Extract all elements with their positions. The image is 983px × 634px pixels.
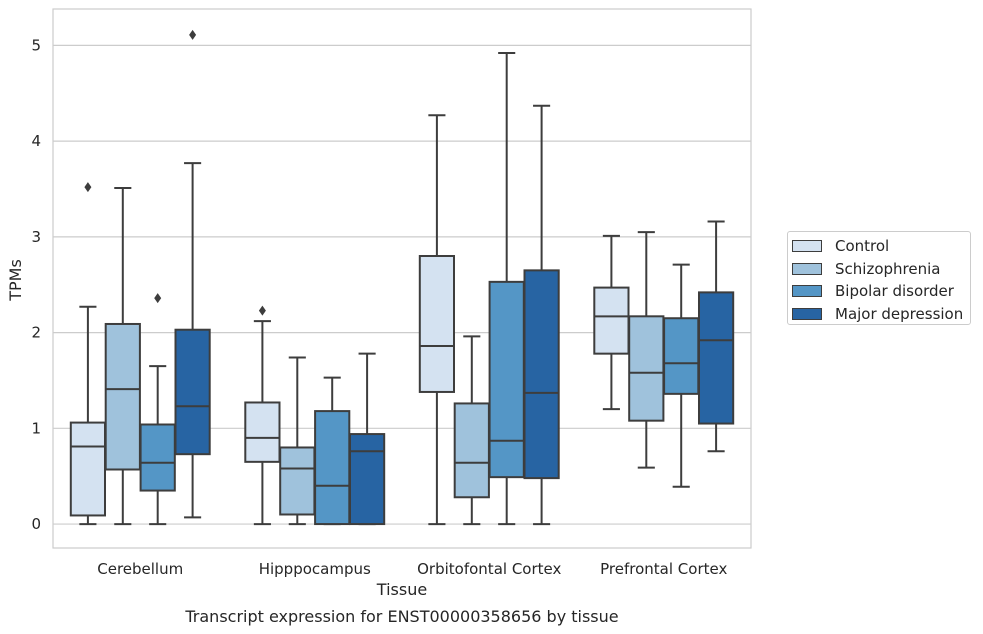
- outlier-marker: [154, 293, 162, 304]
- box-iqr: [453, 402, 490, 499]
- box-schizophrenia-3: [628, 231, 665, 469]
- outlier-marker: [84, 182, 92, 193]
- box-bipolar-disorder-3: [663, 263, 700, 488]
- box-iqr: [279, 446, 316, 516]
- box-major-depression-1: [348, 352, 386, 526]
- box-iqr: [314, 410, 351, 526]
- box-control-2: [418, 114, 456, 526]
- y-tick-label: 0: [31, 515, 41, 533]
- x-tick-labels: Cerebellum Hipppocampus Orbitofontal Corte…: [97, 560, 727, 578]
- boxes-layer: [69, 29, 735, 526]
- legend-item: Control: [792, 235, 970, 258]
- box-schizophrenia-1: [279, 356, 316, 526]
- box-iqr: [593, 286, 630, 355]
- box-major-depression-0: [174, 29, 211, 519]
- legend-swatch: [792, 307, 822, 320]
- box-schizophrenia-0: [104, 187, 141, 526]
- y-tick-label: 5: [31, 36, 41, 54]
- x-tick-label: Hipppocampus: [259, 560, 371, 578]
- x-tick-label: Prefrontal Cortex: [600, 560, 727, 578]
- box-iqr: [104, 322, 141, 471]
- x-axis-label: Tissue: [376, 580, 427, 599]
- legend-label: Schizophrenia: [835, 259, 941, 278]
- box-iqr: [488, 280, 525, 479]
- y-tick-label: 1: [31, 419, 41, 437]
- y-tick-labels: 0 1 2 3 4 5: [31, 36, 41, 533]
- box-iqr: [139, 423, 176, 492]
- box-iqr: [174, 328, 211, 456]
- legend-item: Major depression: [792, 303, 970, 326]
- box-iqr: [348, 433, 386, 526]
- box-control-1: [244, 305, 281, 526]
- legend-label: Control: [835, 237, 890, 256]
- y-tick-label: 3: [31, 228, 41, 246]
- y-tick-label: 2: [31, 324, 41, 342]
- outlier-marker: [258, 305, 266, 316]
- box-major-depression-2: [523, 104, 560, 526]
- legend-item: Bipolar disorder: [792, 280, 970, 303]
- box-major-depression-3: [697, 220, 735, 453]
- x-tick-label: Cerebellum: [97, 560, 183, 578]
- legend-swatch: [792, 240, 822, 253]
- chart-caption: Transcript expression for ENST0000035865…: [184, 607, 618, 626]
- box-iqr: [418, 255, 456, 393]
- box-bipolar-disorder-2: [488, 52, 525, 526]
- y-tick-label: 4: [31, 132, 41, 150]
- box-iqr: [628, 315, 665, 422]
- box-control-0: [69, 182, 107, 526]
- box-bipolar-disorder-1: [314, 376, 351, 526]
- box-iqr: [523, 269, 560, 480]
- legend-label: Bipolar disorder: [835, 282, 954, 301]
- box-iqr: [244, 401, 281, 463]
- outlier-marker: [189, 29, 197, 40]
- legend-item: Schizophrenia: [792, 258, 970, 281]
- legend-swatch: [792, 262, 822, 275]
- box-iqr: [663, 317, 700, 395]
- box-control-3: [593, 234, 630, 411]
- box-bipolar-disorder-0: [139, 293, 176, 526]
- box-iqr: [697, 291, 735, 425]
- y-axis-label: TPMs: [6, 259, 25, 302]
- legend-label: Major depression: [835, 304, 964, 323]
- legend-swatch: [792, 285, 822, 298]
- x-tick-label: Orbitofontal Cortex: [417, 560, 561, 578]
- box-iqr: [69, 421, 107, 517]
- legend: Control Schizophrenia Bipolar disorder Majo…: [787, 231, 971, 325]
